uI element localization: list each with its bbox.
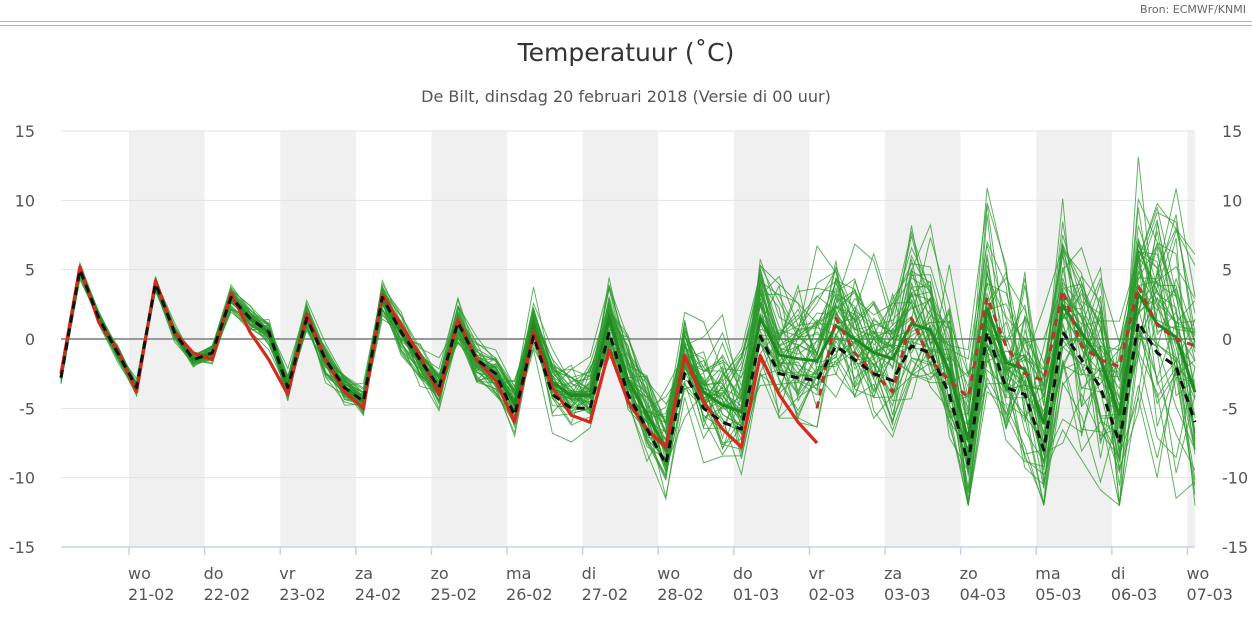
y-tick-label-left: 0 (25, 330, 35, 349)
x-tick-day: ma (1035, 564, 1060, 583)
x-tick-day: vr (808, 564, 824, 583)
x-tick-day: vr (279, 564, 295, 583)
x-tick-date: 06-03 (1111, 585, 1158, 604)
x-tick-date: 22-02 (204, 585, 251, 604)
chart-subtitle: De Bilt, dinsdag 20 februari 2018 (Versi… (421, 87, 831, 106)
y-tick-label-right: 10 (1222, 191, 1242, 210)
x-tick-date: 03-03 (884, 585, 931, 604)
x-tick-date: 23-02 (279, 585, 326, 604)
x-tick-day: wo (128, 564, 151, 583)
chart-title: Temperatuur (˚C) (517, 38, 735, 67)
x-tick-day: wo (657, 564, 680, 583)
y-tick-label-left: 15 (15, 122, 35, 141)
source-label: Bron: ECMWF/KNMI (1140, 3, 1246, 16)
x-tick-date: 01-03 (733, 585, 780, 604)
y-tick-label-left: -10 (9, 469, 35, 488)
y-tick-label-left: -5 (19, 399, 35, 418)
x-tick-date: 05-03 (1035, 585, 1082, 604)
y-tick-label-left: -15 (9, 538, 35, 557)
y-tick-label-right: -5 (1222, 399, 1238, 418)
x-tick-day: wo (1186, 564, 1209, 583)
x-tick-day: za (884, 564, 902, 583)
x-tick-date: 07-03 (1186, 585, 1233, 604)
operational-line (59, 265, 819, 449)
x-tick-date: 04-03 (960, 585, 1007, 604)
x-tick-date: 26-02 (506, 585, 553, 604)
x-tick-day: za (355, 564, 373, 583)
x-tick-date: 24-02 (355, 585, 402, 604)
y-tick-label-right: -10 (1222, 469, 1248, 488)
x-tick-day: di (1111, 564, 1126, 583)
x-tick-date: 02-03 (808, 585, 855, 604)
x-tick-date: 21-02 (128, 585, 175, 604)
x-tick-date: 25-02 (430, 585, 477, 604)
x-tick-day: ma (506, 564, 531, 583)
y-tick-label-right: 0 (1222, 330, 1232, 349)
ensemble-member-line (60, 239, 1196, 455)
x-tick-day: do (733, 564, 753, 583)
y-tick-label-left: 5 (25, 261, 35, 280)
control-line (59, 268, 1197, 466)
x-tick-day: di (582, 564, 597, 583)
y-tick-label-right: 15 (1222, 122, 1242, 141)
y-axis-left: 15 10 5 0 -5 -10 -15 (9, 122, 35, 557)
x-tick-day: do (204, 564, 224, 583)
y-tick-label-right: -15 (1222, 538, 1248, 557)
x-tick-day: zo (430, 564, 448, 583)
y-tick-label-left: 10 (15, 191, 35, 210)
header-divider (0, 21, 1252, 26)
y-axis-right: 15 10 5 0 -5 -10 -15 (1222, 122, 1248, 557)
x-axis (61, 546, 1195, 555)
x-tick-date: 27-02 (582, 585, 629, 604)
x-tick-date: 28-02 (657, 585, 704, 604)
main-series (59, 265, 1197, 466)
y-tick-label-right: 5 (1222, 261, 1232, 280)
x-tick-day: zo (960, 564, 978, 583)
x-axis-labels: wo 21-02 do 22-02 vr 23-02 za 24-02 zo 25-02 ma 26-… (128, 564, 1233, 604)
